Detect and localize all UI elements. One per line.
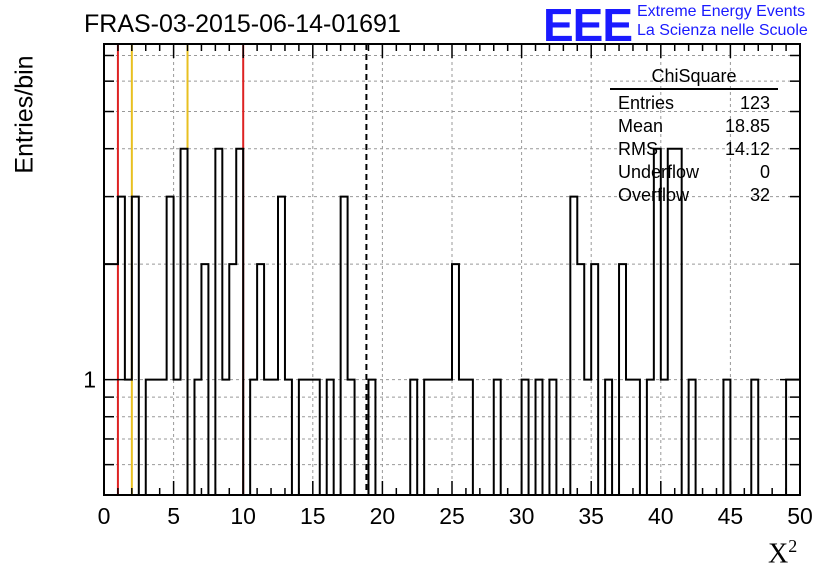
histogram-bin — [167, 197, 174, 495]
eee-logo-text: Extreme Energy Events La Scienza nelle S… — [637, 2, 808, 40]
x-tick-label: 10 — [230, 503, 256, 529]
histogram-bin — [118, 197, 125, 495]
stats-row-value: 123 — [739, 93, 770, 113]
histogram-bin — [570, 197, 577, 495]
stats-row: Overflow 32 — [610, 184, 778, 207]
logo-line-2: La Scienza nelle Scuole — [637, 22, 808, 39]
histogram-bin — [132, 197, 139, 495]
stats-row-label: RMS — [618, 139, 658, 159]
stats-row-label: Entries — [618, 93, 675, 113]
stats-box: ChiSquare Entries 123 Mean 18.85 RMS 14.12 Und… — [610, 66, 778, 207]
stats-row-label: Overflow — [618, 185, 690, 205]
x-tick-label: 15 — [300, 503, 326, 529]
logo-line-1: Extreme Energy Events — [637, 3, 806, 20]
x-tick-label: 35 — [578, 503, 604, 529]
histogram-bin — [341, 197, 348, 495]
x-tick-label: 30 — [509, 503, 535, 529]
y-axis-label: Entries/bin — [10, 55, 39, 174]
stats-row-value: 14.12 — [724, 139, 770, 159]
x-tick-label: 20 — [370, 503, 396, 529]
x-tick-label: 40 — [648, 503, 674, 529]
x-tick-label: 0 — [98, 503, 111, 529]
histogram-bin — [181, 149, 188, 495]
x-tick-label: 50 — [787, 503, 813, 529]
stats-row-value: 0 — [759, 162, 770, 182]
histogram-bin — [236, 149, 243, 495]
x-axis-label: X2 — [768, 536, 797, 570]
y-tick-label: 1 — [83, 367, 96, 393]
x-tick-label: 5 — [167, 503, 180, 529]
x-axis-label-sup: 2 — [788, 536, 798, 556]
stats-row-value: 32 — [749, 185, 770, 205]
histogram-bin — [215, 149, 222, 495]
histogram-bin — [278, 197, 285, 495]
stats-box-title: ChiSquare — [610, 66, 778, 90]
x-tick-label: 25 — [439, 503, 465, 529]
stats-row-label: Mean — [618, 116, 664, 136]
eee-logo-mark: EEE — [543, 0, 633, 51]
x-axis-label-base: X — [768, 538, 789, 570]
stats-row-value: 18.85 — [724, 116, 770, 136]
chart-title: FRAS-03-2015-06-14-01691 — [84, 10, 401, 38]
stats-row-label: Underflow — [618, 162, 700, 182]
stats-row: Mean 18.85 — [610, 115, 778, 138]
stats-row: RMS 14.12 — [610, 138, 778, 161]
stats-row: Underflow 0 — [610, 161, 778, 184]
x-tick-label: 45 — [718, 503, 744, 529]
stats-row: Entries 123 — [610, 92, 778, 115]
